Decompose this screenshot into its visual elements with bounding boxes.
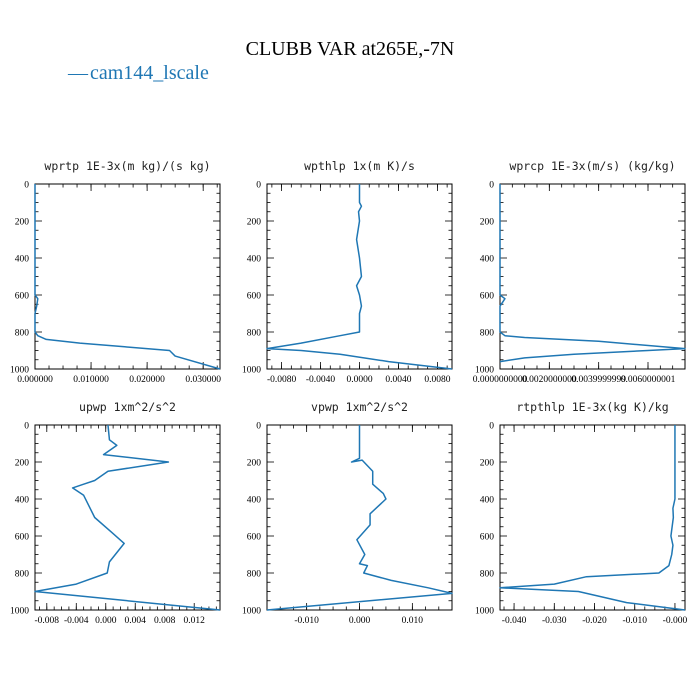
x-tick-label: 0.0080 [424, 375, 450, 385]
x-tick-label: 0.012 [184, 616, 206, 626]
x-tick-label: -0.010 [294, 616, 319, 626]
y-tick-label: 600 [15, 292, 30, 302]
x-tick-label: 0.0039999999 [571, 375, 626, 385]
y-tick-label: 200 [247, 459, 262, 469]
y-tick-label: 1000 [10, 607, 29, 617]
x-tick-label: -0.040 [502, 616, 527, 626]
y-tick-label: 400 [15, 496, 30, 506]
y-tick-label: 400 [480, 255, 495, 265]
x-tick-label: 0.000 [95, 616, 117, 626]
y-tick-label: 1000 [242, 607, 261, 617]
x-tick-label: -0.0040 [306, 375, 336, 385]
x-tick-label: -0.008 [35, 616, 60, 626]
x-tick-label: 0.000 [349, 616, 371, 626]
legend-symbol: — [67, 62, 89, 84]
x-tick-label: 0.020000 [129, 375, 165, 385]
y-tick-label: 600 [247, 533, 262, 543]
x-tick-label: 0.0040 [385, 375, 411, 385]
x-tick-label: -0.030 [542, 616, 567, 626]
series-line [499, 184, 686, 363]
x-tick-label: 0.0060000001 [621, 375, 676, 385]
x-tick-label: 0.000000 [17, 375, 53, 385]
y-tick-label: 200 [247, 218, 262, 228]
y-tick-label: 800 [480, 329, 495, 339]
x-tick-label: -0.020 [582, 616, 607, 626]
panel-1: wprtp 1E-3x(m kg)/(s kg) 0 200 400 600 800 100… [10, 159, 221, 385]
x-tick-label: 0.010 [402, 616, 424, 626]
y-tick-label: 0 [489, 422, 494, 432]
y-tick-label: 200 [480, 218, 495, 228]
y-tick-label: 0 [24, 422, 29, 432]
y-tick-label: 600 [480, 533, 495, 543]
y-tick-label: 0 [24, 181, 29, 191]
y-tick-label: 200 [480, 459, 495, 469]
x-tick-label: 0.004 [125, 616, 147, 626]
x-tick-label: 0.0020000000 [522, 375, 577, 385]
y-tick-label: 0 [256, 181, 261, 191]
y-tick-label: 1000 [475, 607, 494, 617]
x-tick-label: 0.0000000000 [473, 375, 528, 385]
plot-frame [34, 424, 221, 611]
x-tick-label: -0.0080 [267, 375, 297, 385]
x-tick-label: 0.008 [154, 616, 176, 626]
y-tick-label: 400 [15, 255, 30, 265]
panels: wprtp 1E-3x(m kg)/(s kg) 0 200 400 600 800 100… [10, 159, 687, 626]
y-tick-label: 400 [480, 496, 495, 506]
x-tick-label: -0.000 [663, 616, 688, 626]
plot-frame [499, 424, 686, 611]
figure-title: CLUBB VAR at265E,-7N [246, 38, 455, 60]
x-tick-label: 0.0000 [346, 375, 372, 385]
x-tick-label: -0.004 [64, 616, 89, 626]
legend: — cam144_lscale [67, 62, 209, 84]
y-tick-label: 800 [15, 570, 30, 580]
panel-title: wprtp 1E-3x(m kg)/(s kg) [44, 159, 210, 173]
y-tick-label: 800 [15, 329, 30, 339]
y-tick-label: 600 [247, 292, 262, 302]
y-tick-label: 400 [247, 255, 262, 265]
panel-3: wprcp 1E-3x(m/s) (kg/kg) 0 200 400 600 800 100… [473, 159, 686, 385]
series-line [34, 424, 221, 611]
y-tick-label: 200 [15, 218, 30, 228]
y-tick-label: 0 [256, 422, 261, 432]
y-tick-label: 1000 [242, 366, 261, 376]
legend-label: cam144_lscale [90, 62, 209, 84]
y-tick-label: 800 [247, 570, 262, 580]
y-tick-label: 600 [480, 292, 495, 302]
y-tick-label: 400 [247, 496, 262, 506]
x-tick-label: 0.030000 [185, 375, 221, 385]
panel-title: wpthlp 1x(m K)/s [304, 159, 415, 173]
y-tick-label: 0 [489, 181, 494, 191]
y-tick-label: 1000 [475, 366, 494, 376]
panel-title: rtpthlp 1E-3x(kg K)/kg [516, 400, 668, 414]
panel-title: upwp 1xm^2/s^2 [79, 400, 176, 414]
y-tick-label: 800 [247, 329, 262, 339]
y-tick-label: 800 [480, 570, 495, 580]
panel-4: upwp 1xm^2/s^2 0 200 400 600 800 1000 -0.008 -0.… [10, 400, 221, 626]
y-tick-label: 1000 [10, 366, 29, 376]
y-tick-label: 600 [15, 533, 30, 543]
panel-5: vpwp 1xm^2/s^2 0 200 400 600 800 1000 -0.010 0.0… [242, 400, 453, 626]
series-line [266, 184, 453, 370]
panel-2: wpthlp 1x(m K)/s 0 200 400 600 800 1000 -0.0080… [242, 159, 453, 385]
series-line [266, 425, 453, 611]
panel-title: vpwp 1xm^2/s^2 [311, 400, 408, 414]
plot-frame [266, 183, 453, 370]
x-tick-label: -0.010 [622, 616, 647, 626]
series-line [34, 184, 221, 370]
panel-title: wprcp 1E-3x(m/s) (kg/kg) [509, 159, 675, 173]
panel-6: rtpthlp 1E-3x(kg K)/kg02004006008001000-… [475, 400, 687, 626]
series-line [499, 425, 686, 611]
y-tick-label: 200 [15, 459, 30, 469]
x-tick-label: 0.010000 [73, 375, 109, 385]
